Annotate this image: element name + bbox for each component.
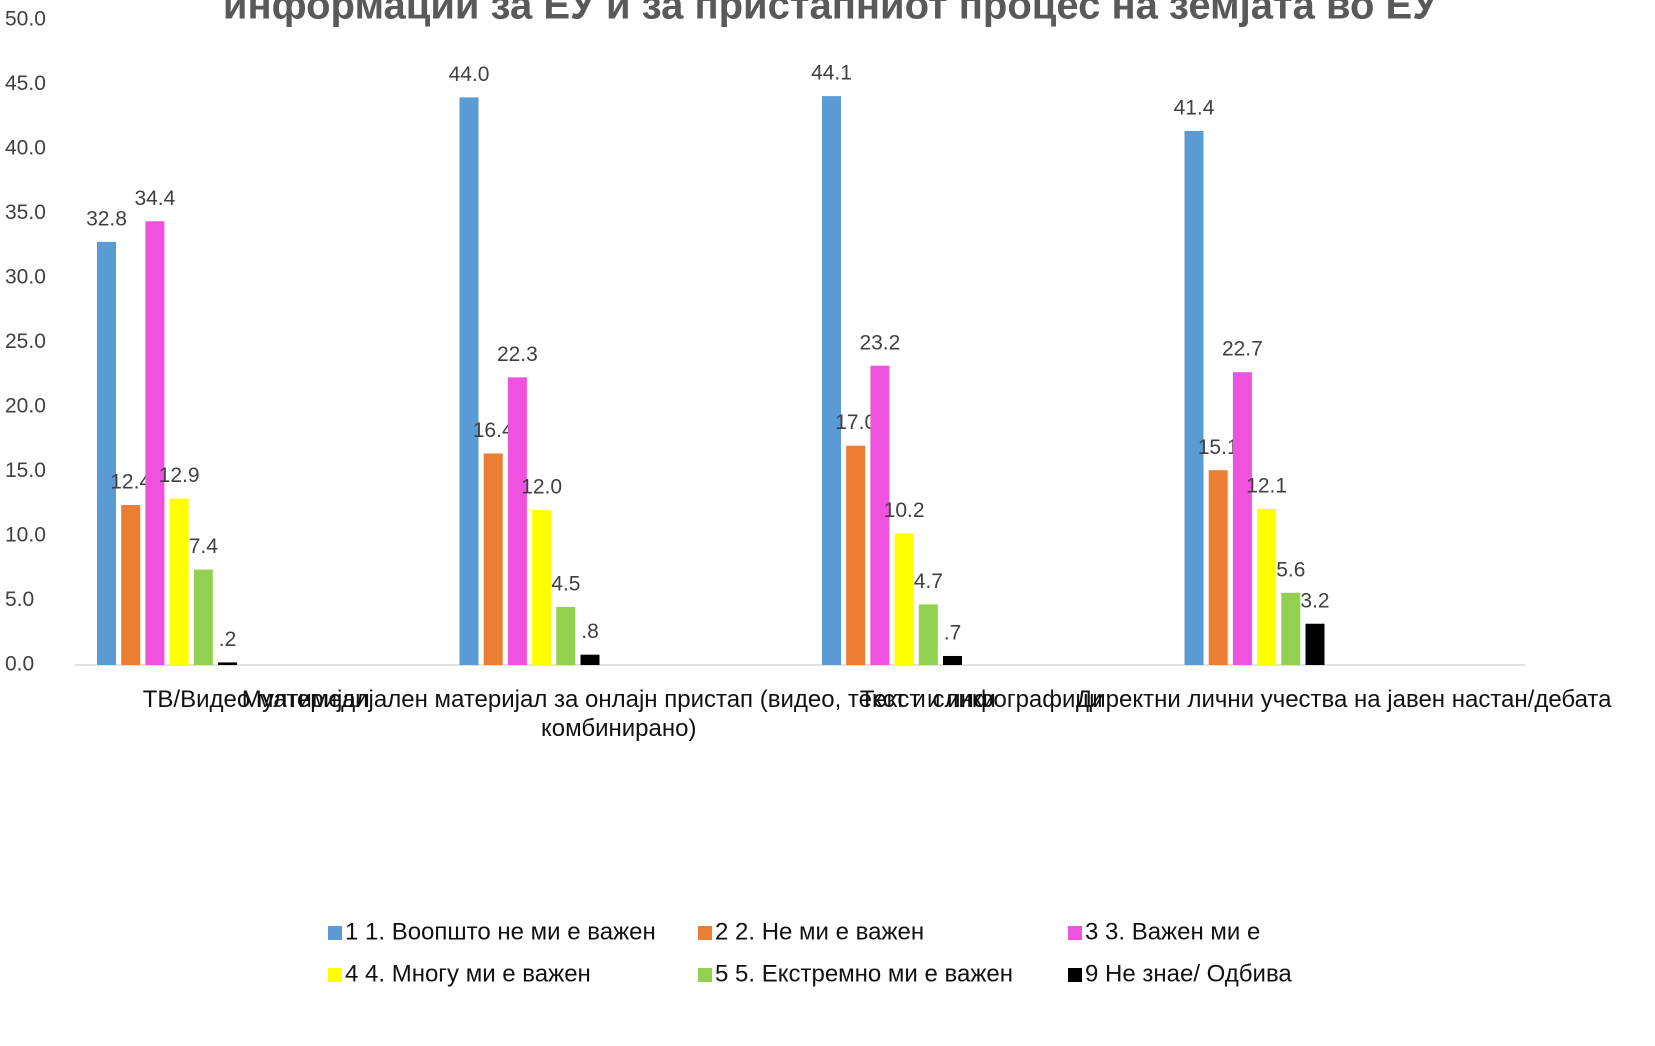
data-label: 17.0 (835, 411, 876, 434)
bar (1257, 509, 1276, 665)
y-tick-label: 30.0 (5, 266, 46, 289)
bar (532, 510, 551, 665)
bar (170, 499, 189, 665)
data-label: .2 (219, 628, 237, 651)
bar (218, 662, 237, 665)
data-label: 4.7 (914, 570, 943, 593)
bar (508, 377, 527, 665)
data-label: 5.6 (1276, 558, 1305, 581)
bar (822, 96, 841, 665)
y-tick-label: 40.0 (5, 137, 46, 160)
y-tick-label: 35.0 (5, 201, 46, 224)
legend-swatch (698, 968, 712, 982)
bar (919, 604, 938, 665)
data-label: 10.2 (884, 499, 925, 522)
data-label: 3.2 (1300, 589, 1329, 612)
bar (460, 97, 479, 665)
data-label: 34.4 (134, 187, 175, 210)
data-label: 7.4 (189, 535, 219, 558)
legend-swatch (1068, 926, 1082, 940)
data-label: 16.4 (473, 419, 514, 442)
x-tick-label: Директни лични учества на јавен настан/д… (964, 685, 1655, 714)
page: информации за ЕУ и за пристапниот процес… (0, 0, 1655, 1046)
data-label: 12.9 (159, 464, 200, 487)
data-label: 22.3 (497, 343, 538, 366)
legend-swatch (328, 926, 342, 940)
legend-label: 4 4. Многу ми е важен (345, 960, 591, 987)
legend-swatch (328, 968, 342, 982)
legend-swatch (1068, 968, 1082, 982)
y-tick-label: 45.0 (5, 72, 46, 95)
bar (895, 533, 914, 665)
bar (121, 505, 140, 665)
data-label: 12.1 (1246, 474, 1287, 497)
y-tick-label: 0.0 (5, 653, 34, 676)
data-label: 32.8 (86, 207, 127, 230)
y-tick-label: 10.0 (5, 524, 46, 547)
bar (1209, 470, 1228, 665)
bar (1281, 593, 1300, 665)
bar (194, 570, 213, 665)
bar (1233, 372, 1252, 665)
y-tick-label: 15.0 (5, 459, 46, 482)
bar (145, 221, 164, 665)
chart-title: информации за ЕУ и за пристапниот процес… (223, 0, 1438, 28)
data-label: 23.2 (859, 331, 900, 354)
bar (943, 656, 962, 665)
legend-swatch (698, 926, 712, 940)
chart: информации за ЕУ и за пристапниот процес… (0, 0, 1655, 1046)
legend-label: 1 1. Воопшто не ми е важен (345, 918, 656, 945)
legend-label: 2 2. Не ми е важен (715, 918, 924, 945)
data-label: 12.0 (521, 476, 562, 499)
legend-label: 3 3. Важен ми е (1085, 918, 1260, 945)
y-tick-label: 20.0 (5, 395, 46, 418)
bar (556, 607, 575, 665)
data-label: 22.7 (1222, 338, 1263, 361)
legend-label: 9 Не знае/ Одбива (1085, 960, 1292, 987)
data-label: .7 (944, 622, 962, 645)
bar (97, 242, 116, 665)
data-label: 12.4 (110, 471, 151, 494)
data-label: 15.1 (1198, 436, 1239, 459)
y-tick-label: 5.0 (5, 588, 34, 611)
y-tick-label: 50.0 (5, 8, 46, 31)
bar (1306, 624, 1325, 665)
bar (581, 655, 600, 665)
data-label: 41.4 (1174, 96, 1215, 119)
data-label: 4.5 (551, 572, 580, 595)
data-label: 44.1 (811, 62, 852, 85)
data-label: 44.0 (449, 63, 490, 86)
data-label: .8 (581, 620, 599, 643)
bar (484, 453, 503, 665)
bar (1185, 131, 1204, 665)
legend-label: 5 5. Екстремно ми е важен (715, 960, 1013, 987)
y-tick-label: 25.0 (5, 330, 46, 353)
bar (846, 446, 865, 665)
